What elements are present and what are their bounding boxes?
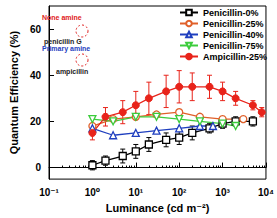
svg-text:10³: 10³: [215, 187, 230, 198]
svg-text:10⁻¹: 10⁻¹: [39, 187, 59, 198]
svg-text:Penicillin-0%: Penicillin-0%: [203, 8, 259, 18]
svg-text:10⁴: 10⁴: [258, 187, 274, 198]
svg-text:Quantum Efficiency (%): Quantum Efficiency (%): [8, 30, 20, 154]
svg-text:Ampicillin-25%: Ampicillin-25%: [203, 52, 267, 62]
svg-text:10²: 10²: [172, 187, 187, 198]
svg-text:20: 20: [30, 116, 42, 127]
svg-text:ampicillin: ampicillin: [56, 68, 88, 76]
svg-text:40: 40: [30, 70, 42, 81]
svg-text:Primary amine: Primary amine: [42, 45, 90, 53]
svg-text:Penicillin-25%: Penicillin-25%: [203, 19, 264, 29]
svg-text:Penicillin-40%: Penicillin-40%: [203, 30, 264, 40]
svg-text:Penicillin-75%: Penicillin-75%: [203, 41, 264, 51]
svg-text:0: 0: [35, 162, 41, 173]
svg-text:Luminance (cd m⁻²): Luminance (cd m⁻²): [106, 202, 210, 214]
svg-text:None amine: None amine: [42, 14, 82, 21]
svg-text:60: 60: [30, 24, 42, 35]
svg-text:10⁰: 10⁰: [85, 187, 101, 198]
svg-text:penicillin G: penicillin G: [44, 38, 82, 45]
svg-text:10¹: 10¹: [129, 187, 144, 198]
